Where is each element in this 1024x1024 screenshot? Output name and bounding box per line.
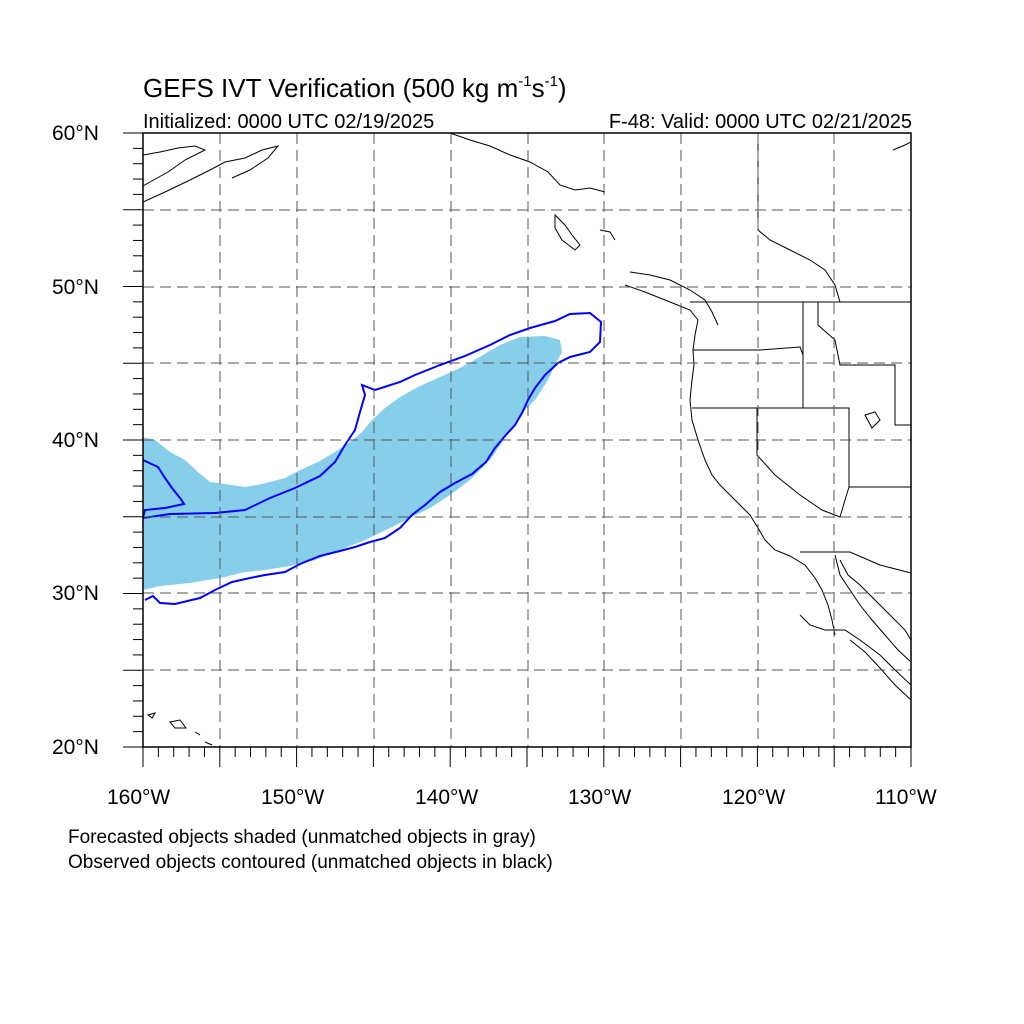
axis-ticks <box>123 132 912 767</box>
observed-ivt-contour <box>143 311 603 606</box>
lon-label-140w: 140°W <box>415 786 479 809</box>
lat-label-30n: 30°N <box>52 582 99 605</box>
lat-label-60n: 60°N <box>52 122 99 145</box>
forecast-ivt-object <box>143 336 562 590</box>
graticule-grid <box>143 133 911 747</box>
lon-label-150w: 150°W <box>261 786 325 809</box>
note-forecast: Forecasted objects shaded (unmatched obj… <box>68 827 536 848</box>
initialized-time: Initialized: 0000 UTC 02/19/2025 <box>143 111 435 133</box>
lon-label-160w: 160°W <box>107 786 171 809</box>
coastlines <box>143 133 911 746</box>
valid-time: F-48: Valid: 0000 UTC 02/21/2025 <box>608 111 912 133</box>
lat-label-20n: 20°N <box>52 736 99 759</box>
lat-label-40n: 40°N <box>52 429 99 452</box>
lon-label-110w: 110°W <box>875 786 937 809</box>
chart-title: GEFS IVT Verification (500 kg m-1s-1) <box>143 73 567 103</box>
lon-label-120w: 120°W <box>722 786 786 809</box>
lat-label-50n: 50°N <box>52 276 99 299</box>
lon-label-130w: 130°W <box>568 786 632 809</box>
note-observed: Observed objects contoured (unmatched ob… <box>68 852 553 873</box>
